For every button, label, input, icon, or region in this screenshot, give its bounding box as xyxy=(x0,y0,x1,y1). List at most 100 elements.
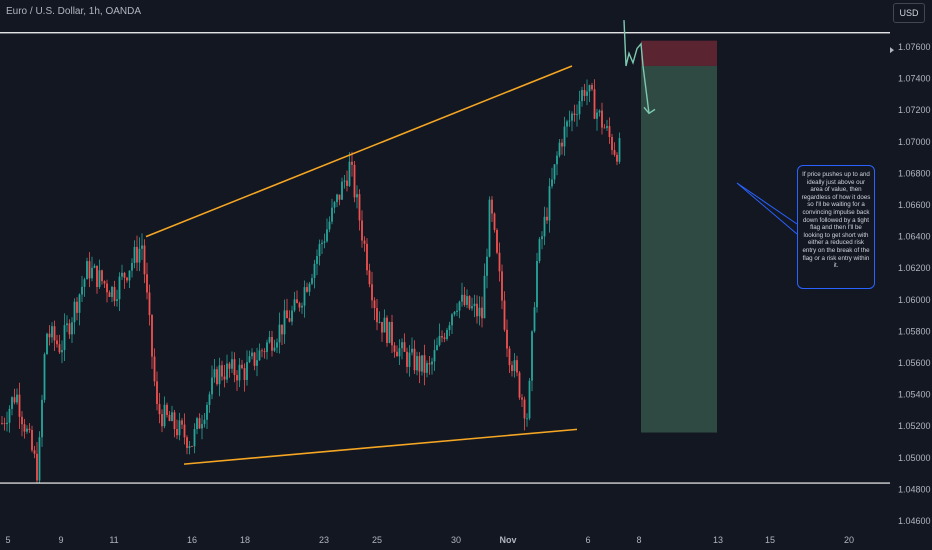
candle-body xyxy=(571,113,573,121)
candle-body xyxy=(356,194,358,198)
candle-body xyxy=(268,337,271,343)
candle-body xyxy=(533,307,536,332)
symbol-title: Euro / U.S. Dollar, 1h, OANDA xyxy=(6,6,142,17)
candle-body xyxy=(446,330,448,339)
price-marker-icon xyxy=(890,47,894,54)
lower-trendline[interactable] xyxy=(183,428,578,465)
candle-body xyxy=(1,423,3,424)
stop-loss-zone[interactable] xyxy=(641,40,717,66)
time-tick-label: 16 xyxy=(187,535,197,545)
candle-body xyxy=(433,350,436,362)
candle-body xyxy=(191,446,193,447)
candle-body xyxy=(53,326,56,341)
candle-body xyxy=(131,262,133,271)
candle-body xyxy=(166,404,168,415)
candle-body xyxy=(361,220,363,241)
candle-body xyxy=(378,322,381,323)
price-tick-label: 1.04600 xyxy=(898,516,931,526)
candle-body xyxy=(48,333,51,338)
candle-body xyxy=(396,351,398,357)
candle-body xyxy=(398,348,401,357)
candle-body xyxy=(588,85,591,92)
candle-body xyxy=(393,345,396,352)
candle-body xyxy=(583,90,586,96)
time-tick-label: 25 xyxy=(372,535,382,545)
candle-body xyxy=(373,300,376,309)
projected-price-path[interactable] xyxy=(623,20,650,114)
candle-body xyxy=(358,194,361,221)
candle-body xyxy=(288,318,291,322)
candle-body xyxy=(453,311,456,315)
candle-body xyxy=(323,241,326,243)
candle-body xyxy=(38,437,41,481)
candle-body xyxy=(468,296,471,309)
upper-trendline[interactable] xyxy=(145,65,573,238)
candle-body xyxy=(466,296,468,305)
annotation-note[interactable]: If price pushes up to and ideally just a… xyxy=(797,165,875,289)
candle-body xyxy=(36,453,38,481)
candle-body xyxy=(578,101,581,115)
candle-body xyxy=(556,155,558,165)
time-tick-label: 23 xyxy=(319,535,329,545)
price-tick-label: 1.07200 xyxy=(898,105,931,115)
candle-body xyxy=(541,236,543,240)
candle-body xyxy=(441,335,443,338)
candle-body xyxy=(376,308,378,323)
candle-body xyxy=(286,310,288,319)
candle-body xyxy=(381,322,383,333)
candle-body xyxy=(101,270,103,282)
candle-body xyxy=(418,356,421,372)
candle-body xyxy=(28,428,31,430)
candle-body xyxy=(421,355,423,372)
time-tick-label: 18 xyxy=(240,535,250,545)
candle-body xyxy=(616,154,618,162)
candle-body xyxy=(221,365,223,377)
time-tick-label: 30 xyxy=(451,535,461,545)
price-axis[interactable]: 1.07600 1.07400 1.07200 1.07000 1.06800 1.066… xyxy=(890,42,931,526)
candle-body xyxy=(18,394,21,417)
candle-body xyxy=(343,180,346,182)
candle-body xyxy=(511,365,513,372)
candle-body xyxy=(256,360,258,366)
candle-body xyxy=(401,342,403,349)
candle-body xyxy=(11,397,13,409)
time-tick-label: 11 xyxy=(109,535,118,545)
time-tick-label: 9 xyxy=(58,535,63,545)
candle-body xyxy=(501,271,503,301)
candle-body xyxy=(558,142,561,156)
candle-body xyxy=(606,126,608,128)
candle-body xyxy=(106,283,108,293)
candle-body xyxy=(71,322,73,335)
candle-body xyxy=(448,325,451,331)
time-tick-label: 6 xyxy=(585,535,590,545)
candle-body xyxy=(258,350,261,361)
take-profit-zone[interactable] xyxy=(641,65,717,433)
candle-body xyxy=(226,363,228,380)
candle-body xyxy=(108,292,111,297)
time-axis[interactable]: 5 9 11 16 18 23 25 30 Nov 6 8 13 15 20 xyxy=(5,535,854,545)
candle-body xyxy=(548,186,551,221)
candle-body xyxy=(326,229,328,242)
candle-body xyxy=(276,342,278,348)
candle-body xyxy=(593,89,596,119)
candle-body xyxy=(171,412,173,421)
candle-body xyxy=(236,375,238,381)
candle-body xyxy=(253,352,256,366)
candle-body xyxy=(351,161,353,165)
candle-body xyxy=(573,113,576,115)
candle-body xyxy=(273,347,276,351)
candle-body xyxy=(586,91,588,96)
currency-button[interactable]: USD xyxy=(893,3,925,23)
candle-body xyxy=(531,331,533,381)
price-tick-label: 1.06800 xyxy=(898,168,931,178)
candle-body xyxy=(213,369,216,378)
candle-body xyxy=(103,281,106,284)
candle-body xyxy=(596,112,598,119)
candle-body xyxy=(521,397,523,400)
candle-body xyxy=(618,138,621,162)
candle-body xyxy=(581,90,583,102)
candle-body xyxy=(431,361,433,365)
candle-body xyxy=(81,286,83,295)
